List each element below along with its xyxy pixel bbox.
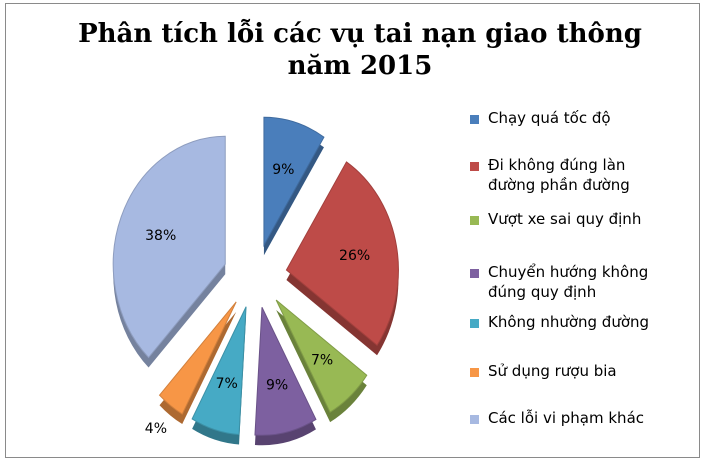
legend-label-line: Chạy quá tốc độ [488, 109, 611, 127]
legend-swatch [470, 319, 479, 328]
pie-slice [285, 161, 399, 346]
pie-slice [254, 307, 317, 436]
legend-label: Chuyển hướng không đúng quy định [488, 262, 693, 302]
legend-label-line: đường phần đường [488, 176, 630, 194]
legend-label-line: Không nhường đường [488, 313, 650, 331]
data-label: 7% [311, 353, 333, 369]
legend-swatch [470, 368, 479, 377]
chart-title-line-2: năm 2015 [287, 51, 433, 81]
data-label: 38% [145, 228, 176, 244]
data-label: 9% [272, 162, 294, 178]
legend-swatch [470, 415, 479, 424]
chart-title: Phân tích lỗi các vụ tai nạn giao thông … [60, 18, 660, 82]
legend-label: Sử dụng rượu bia [488, 361, 693, 381]
legend-swatch [470, 115, 479, 124]
data-label: 9% [266, 378, 288, 394]
legend-label-line: Đi không đúng làn [488, 156, 626, 174]
chart-title-line-1: Phân tích lỗi các vụ tai nạn giao thông [78, 19, 642, 49]
pie-slice [263, 116, 325, 248]
legend-swatch [470, 216, 479, 225]
legend-label: Các lỗi vi phạm khác [488, 408, 693, 428]
legend-label: Không nhường đường [488, 312, 693, 332]
pie-slice [191, 306, 247, 436]
data-label: 7% [216, 376, 238, 392]
pie-slice [275, 299, 368, 413]
legend-label-line: Sử dụng rượu bia [488, 362, 617, 380]
legend-label-line: Chuyển hướng không [488, 263, 649, 281]
pie-slice [112, 135, 226, 359]
legend-label: Đi không đúng làn đường phần đường [488, 155, 693, 195]
pie-slice [158, 301, 237, 415]
legend-label-line: Các lỗi vi phạm khác [488, 409, 645, 427]
legend-label-line: Vượt xe sai quy định [488, 210, 642, 228]
pie-slices [112, 116, 399, 446]
legend-label-line: đúng quy định [488, 283, 597, 301]
legend-swatch [470, 269, 479, 278]
legend-label: Chạy quá tốc độ [488, 108, 693, 128]
data-label: 26% [339, 248, 370, 264]
legend-label: Vượt xe sai quy định [488, 209, 693, 229]
data-label: 4% [145, 421, 167, 437]
legend-swatch [470, 162, 479, 171]
